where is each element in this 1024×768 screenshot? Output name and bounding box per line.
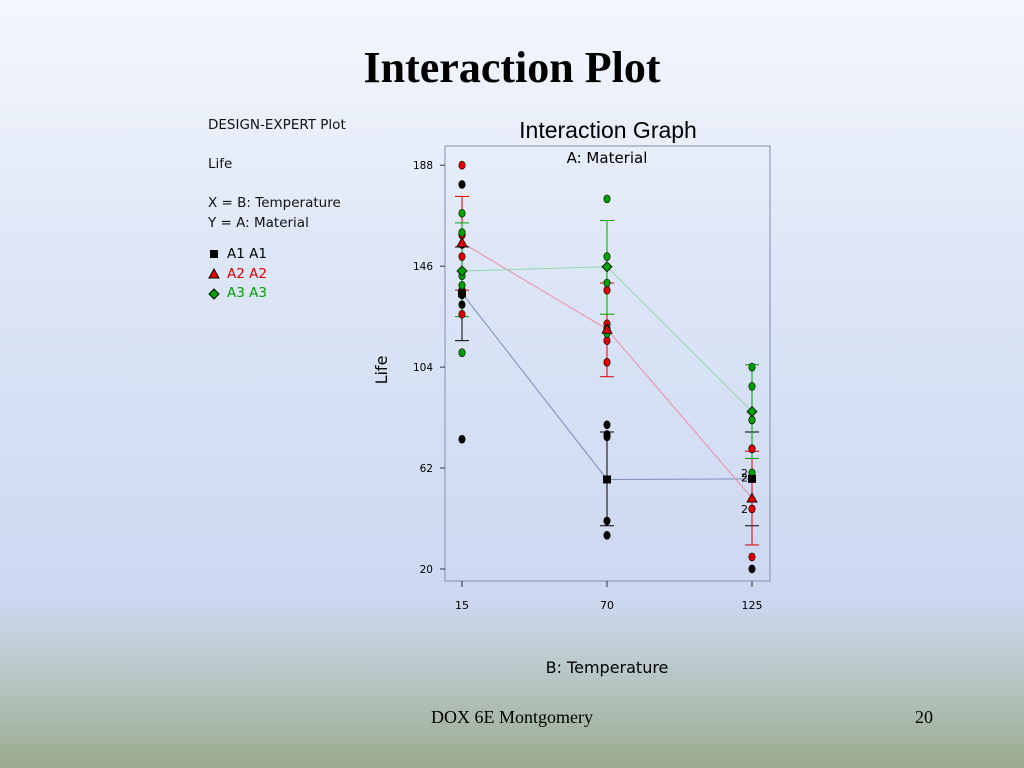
observation-point-a2 [603, 357, 611, 367]
observation-point-a3 [603, 252, 611, 261]
y-tick-label: 62 [420, 463, 433, 475]
observation-point-a1 [603, 531, 611, 540]
mean-marker-square [458, 289, 466, 298]
mean-marker-diamond [746, 406, 758, 418]
legend-label-a1: A1 A1 [227, 246, 267, 262]
observation-point-a2 [748, 444, 756, 454]
observation-point-a1 [748, 564, 756, 574]
software-label: DESIGN-EXPERT Plot [208, 117, 346, 133]
page-number: 20 [915, 707, 933, 727]
observation-point-a2 [458, 309, 466, 319]
observation-point-a3 [748, 415, 756, 425]
observation-point-a1 [458, 300, 466, 309]
legend-item-a1: A1 A1 [208, 245, 408, 265]
y-axis-label: Life [372, 356, 391, 385]
mean-marker-triangle [601, 323, 613, 334]
axis-layer: 20 62 104 146 188 15 70 125 [413, 160, 763, 612]
y-tick-label: 104 [413, 362, 433, 374]
mean-marker-triangle [456, 236, 468, 248]
slide-title: Interaction Plot [363, 43, 661, 92]
x-tick-label: 70 [600, 599, 614, 612]
x-factor-label: X = B: Temperature [208, 195, 341, 211]
legend-label-a3: A3 A3 [227, 285, 267, 301]
mean-marker-square [603, 475, 611, 484]
observation-point-a1 [603, 516, 611, 526]
observation-point-a1 [603, 420, 611, 430]
error-bars [455, 195, 759, 546]
mean-marker-square [748, 474, 756, 483]
observation-point-a1 [603, 430, 611, 439]
y-tick-label: 188 [413, 160, 433, 172]
mean-marker-diamond [601, 261, 613, 273]
observation-point-a2 [603, 336, 611, 345]
observation-point-a2 [748, 552, 756, 562]
observation-point-a3 [748, 382, 756, 391]
observation-point-a2 [748, 504, 756, 514]
design-info-panel: DESIGN-EXPERT Plot Life X = B: Temperatu… [208, 116, 408, 304]
mean-marker-triangle [746, 492, 758, 503]
observation-point-a3 [748, 362, 756, 372]
observation-point-a3 [458, 348, 466, 357]
observation-point-a3 [458, 208, 466, 218]
response-label: Life [208, 156, 233, 172]
replicate-count-label: 2 [741, 467, 748, 480]
mean-marker-diamond [456, 265, 468, 277]
x-tick-label: 125 [742, 599, 763, 612]
legend-label-a2: A2 A2 [227, 265, 267, 282]
observation-point-a2 [603, 285, 611, 295]
observation-point-a3 [458, 281, 466, 290]
y-tick-label: 20 [420, 564, 433, 576]
y-factor-label: Y = A: Material [208, 214, 309, 231]
mean-markers [456, 236, 758, 503]
observation-point-a3 [603, 278, 611, 288]
observation-point-a1 [458, 180, 466, 189]
x-axis-label: B: Temperature [546, 658, 669, 677]
chart-title: Interaction Graph [519, 117, 697, 143]
replicate-count-label: 2 [741, 503, 748, 516]
red-triangle-icon [208, 268, 220, 279]
legend-item-a2: A2 A2 [208, 265, 408, 285]
chart-subtitle: A: Material [567, 149, 648, 167]
legend-item-a3: A3 A3 [208, 284, 408, 304]
observation-point-a3 [603, 194, 611, 204]
slide-footer: DOX 6E Montgomery [431, 707, 593, 727]
y-tick-label: 146 [413, 261, 433, 273]
black-square-icon [210, 249, 218, 258]
observation-point-a1 [458, 434, 466, 444]
x-tick-label: 15 [455, 599, 469, 612]
green-diamond-icon [208, 288, 220, 300]
observation-point-a2 [458, 252, 466, 261]
observation-point-a2 [458, 160, 466, 170]
observation-point-a3 [458, 228, 466, 237]
replicate-count-label: 2 [741, 472, 748, 485]
